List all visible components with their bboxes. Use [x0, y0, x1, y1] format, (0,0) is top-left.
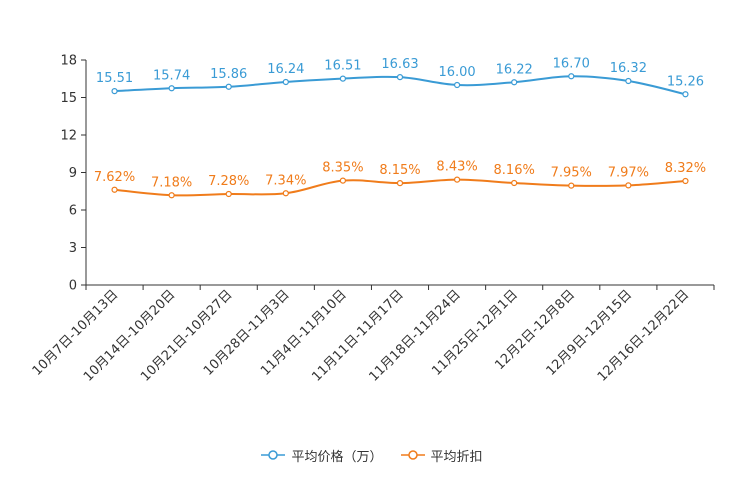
- data-label: 16.00: [438, 65, 475, 80]
- y-tick-label: 15: [60, 91, 77, 106]
- data-label: 7.34%: [265, 173, 306, 188]
- data-label: 7.97%: [608, 165, 649, 180]
- data-label: 7.28%: [208, 174, 249, 189]
- data-labels: 15.51 15.74 15.86 16.24 16.51 16.63 16.00 16.22…: [94, 56, 706, 190]
- y-tick-label: 0: [69, 279, 77, 294]
- y-tick-label: 3: [69, 241, 77, 256]
- data-label: 8.16%: [494, 163, 535, 178]
- y-tick-label: 6: [69, 204, 77, 219]
- data-label: 16.51: [324, 59, 361, 74]
- legend-discount-label: 平均折扣: [430, 449, 483, 465]
- data-point[interactable]: [682, 91, 689, 98]
- data-point[interactable]: [225, 190, 232, 198]
- y-tick-label: 9: [69, 166, 77, 181]
- data-point[interactable]: [168, 192, 175, 199]
- legend-price-line-icon: [261, 450, 286, 460]
- data-label: 15.26: [667, 74, 704, 89]
- data-label: 15.86: [210, 67, 247, 82]
- data-label: 8.15%: [379, 163, 420, 178]
- data-point[interactable]: [453, 81, 461, 89]
- data-point[interactable]: [111, 88, 118, 95]
- data-point[interactable]: [396, 180, 404, 187]
- data-point[interactable]: [511, 79, 518, 86]
- data-point[interactable]: [339, 75, 347, 82]
- data-point[interactable]: [396, 74, 404, 81]
- data-label: 16.63: [381, 57, 418, 72]
- data-label: 16.32: [610, 61, 647, 76]
- data-point[interactable]: [282, 190, 289, 197]
- data-point[interactable]: [568, 182, 575, 189]
- data-point[interactable]: [111, 186, 118, 193]
- y-tick-label: 12: [60, 129, 77, 144]
- legend: 平均价格（万） 平均折扣: [0, 444, 744, 466]
- data-point[interactable]: [568, 73, 575, 80]
- data-label: 16.70: [553, 56, 590, 71]
- data-point[interactable]: [225, 83, 232, 90]
- legend-item-price[interactable]: 平均价格（万）: [261, 446, 383, 465]
- data-label: 16.22: [496, 62, 533, 77]
- data-point[interactable]: [453, 176, 461, 183]
- y-tick-label: 18: [60, 54, 77, 69]
- data-label: 15.51: [96, 71, 133, 86]
- data-point[interactable]: [339, 177, 347, 184]
- data-label: 7.62%: [94, 170, 135, 185]
- data-label: 7.95%: [551, 166, 592, 181]
- data-point[interactable]: [682, 177, 689, 185]
- axes: 036912151810月7日-10月13日10月14日-10月20日10月21…: [30, 54, 715, 385]
- data-point[interactable]: [168, 85, 175, 92]
- data-label: 15.74: [153, 68, 190, 83]
- data-label: 8.35%: [322, 161, 363, 176]
- data-point[interactable]: [282, 78, 289, 86]
- data-point[interactable]: [625, 182, 632, 189]
- data-point[interactable]: [625, 77, 632, 85]
- data-label: 16.24: [267, 62, 304, 77]
- data-label: 7.18%: [151, 175, 192, 190]
- legend-item-discount[interactable]: 平均折扣: [400, 446, 483, 465]
- data-label: 8.32%: [665, 161, 706, 176]
- legend-discount-line-icon: [400, 450, 425, 460]
- data-label: 8.43%: [436, 160, 477, 175]
- legend-price-label: 平均价格（万）: [291, 449, 383, 465]
- data-point[interactable]: [511, 179, 518, 187]
- series-layer: [111, 73, 689, 199]
